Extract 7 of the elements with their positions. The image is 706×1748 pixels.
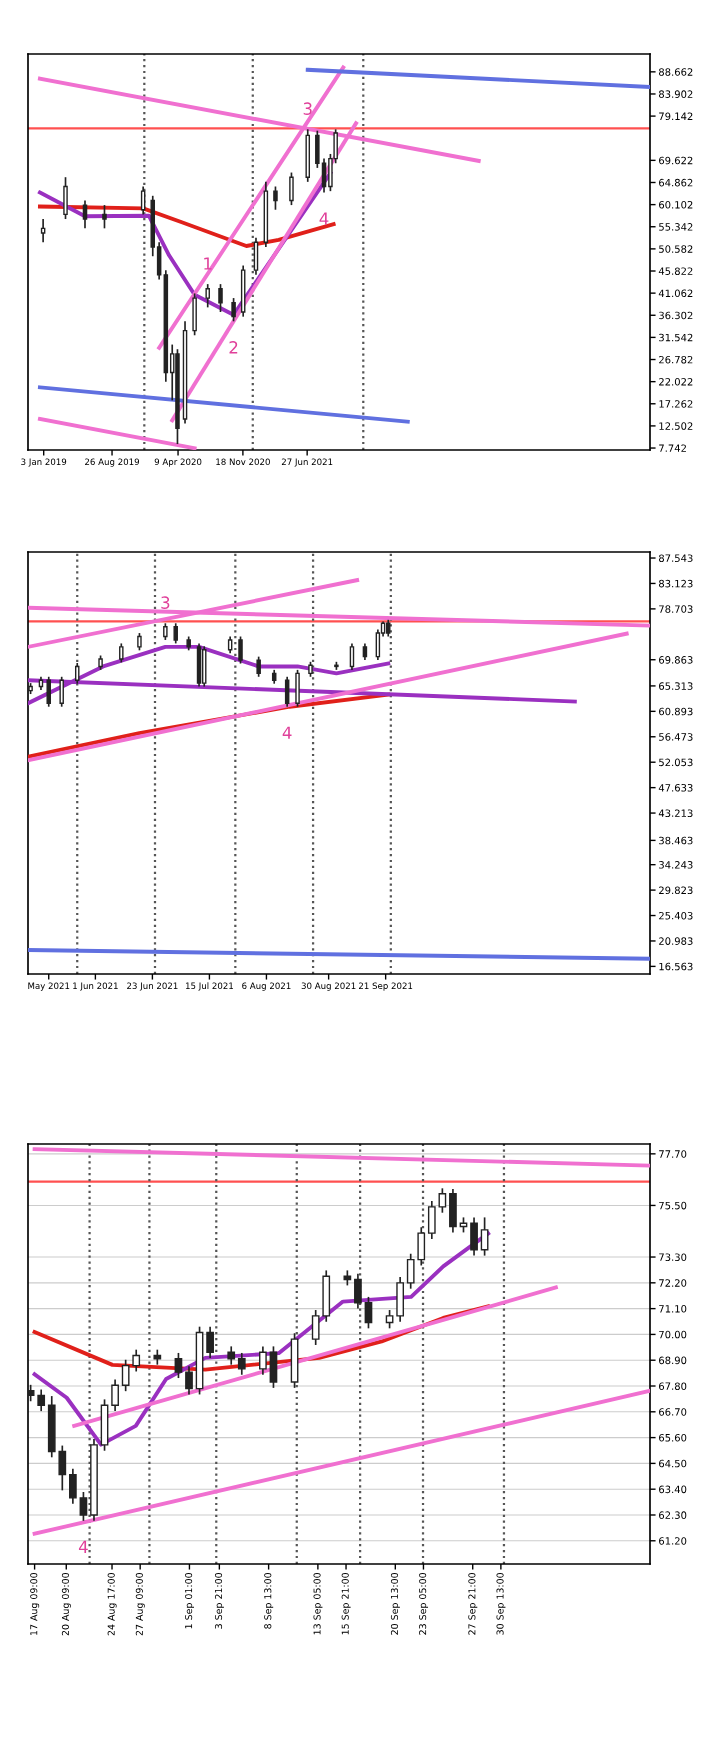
annotation: 4 xyxy=(319,212,329,225)
annotation: 3 xyxy=(161,596,170,609)
annotation: 4 xyxy=(78,1540,88,1553)
annotation: 4 xyxy=(282,726,292,739)
annotation: 2 xyxy=(229,341,238,354)
annotation: 3 xyxy=(303,102,312,115)
annotation: 1 xyxy=(204,257,212,270)
